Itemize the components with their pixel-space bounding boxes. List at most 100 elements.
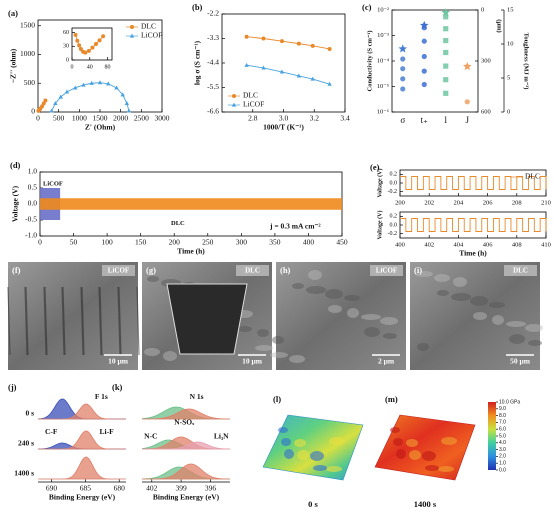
y-tick-label: 10⁻⁴ [377,57,390,64]
peak-annotation: Li₃N [214,432,229,441]
colorbar-label: 1.0 [499,461,506,467]
texture [415,271,433,277]
y-tick-label: 1500 [20,20,35,29]
peak-annotation: N 1s [190,392,204,401]
marker [296,73,302,78]
texture [24,286,28,356]
legend-label: LiCOF [243,100,264,109]
x-tick-label: 400 [303,238,315,247]
y-tick-label: 0 [66,57,69,63]
data-point [400,86,406,92]
sem-image [276,262,406,370]
y2-tick-label: 300 [481,57,491,64]
x-tick-label: 402 [146,484,158,493]
map-texture [297,450,309,460]
marker [310,43,315,48]
colorbar-label: 8.0 [499,413,506,419]
marker [261,65,266,70]
xps-peak [141,408,231,420]
colorbar-label: 2.0 [499,454,506,460]
marker [49,108,54,113]
texture [99,286,103,356]
texture [380,317,398,325]
texture [80,286,84,356]
legend-label: DLC [525,172,540,181]
y-tick-label: -6.6 [207,107,219,116]
texture [272,336,284,344]
map-texture [313,465,327,471]
y-axis-label: Conductivity (S cm⁻¹) [366,31,373,92]
row-label: 0 s [25,409,34,418]
y-tick-label: 0.2 [390,214,398,220]
x-axis-label: Time (h) [177,247,205,256]
panel-label: (b) [192,2,203,12]
x-tick-label: 1000 [72,114,87,123]
x-tick-label: 40 [87,64,93,70]
image-tag: LiCOF [108,267,129,275]
map-texture [278,427,288,433]
y-tick-label: 0.0 [390,180,398,186]
texture [470,296,488,306]
map-texture [310,451,324,461]
marker [89,80,94,85]
x-axis-label: Binding Energy (eV) [49,493,116,502]
x-tick-label: 350 [269,238,281,247]
texture [509,334,525,344]
texture [451,293,471,301]
texture [528,340,542,346]
image-tag: DLC [513,267,528,275]
legend-marker [232,94,236,98]
marker [124,100,130,105]
y-tick-label: 10⁻³ [377,32,389,39]
texture [506,321,526,327]
texture [308,270,322,280]
y-tick-label: -0.2 [388,231,398,237]
modulus-map [374,414,476,481]
category-label: t₊ [421,115,429,125]
data-point [400,76,406,82]
texture [25,286,29,356]
texture [98,286,102,356]
texture [238,326,252,332]
y-tick-label: -0.2 [388,189,398,195]
xps-peak [141,463,231,480]
x-tick-label: 2500 [134,114,149,123]
x-tick-label: 210 [541,199,551,206]
data-point [421,53,427,60]
texture [7,286,11,356]
marker [296,41,301,46]
x-tick-label: 410 [541,241,551,248]
xps-peak [141,441,231,450]
marker [97,38,102,43]
image-tag: DLC [245,267,260,275]
map-texture [406,439,418,447]
xps-peak [38,403,126,420]
marker [73,32,78,37]
x-tick-label: 208 [512,199,522,206]
colorbar-label: 7.0 [499,420,506,426]
y-tick-label: -5.5 [207,82,219,91]
texture [417,343,429,351]
marker [77,43,82,48]
category-label: σ [400,115,405,125]
y-tick-label: 10⁻⁵ [377,83,389,90]
x-tick-label: 3.2 [310,114,320,123]
marker [327,46,332,51]
tag-box [102,265,135,276]
star-point [462,61,472,71]
texture [364,327,380,337]
map-texture [284,449,294,459]
data-point [421,38,427,44]
y-tick-label: 30 [63,44,69,50]
x-tick-label: 3.0 [279,114,289,123]
y-axis-label: Voltage (V) [376,169,383,198]
y-tick-label: 500 [24,78,36,87]
y2-tick-label: 15 [507,6,514,13]
x-tick-label: 0 [36,114,40,123]
marker [114,85,119,90]
texture [163,351,177,361]
x-tick-label: 399 [175,484,187,493]
texture [81,286,85,356]
texture [344,295,360,301]
legend-marker [129,33,135,38]
